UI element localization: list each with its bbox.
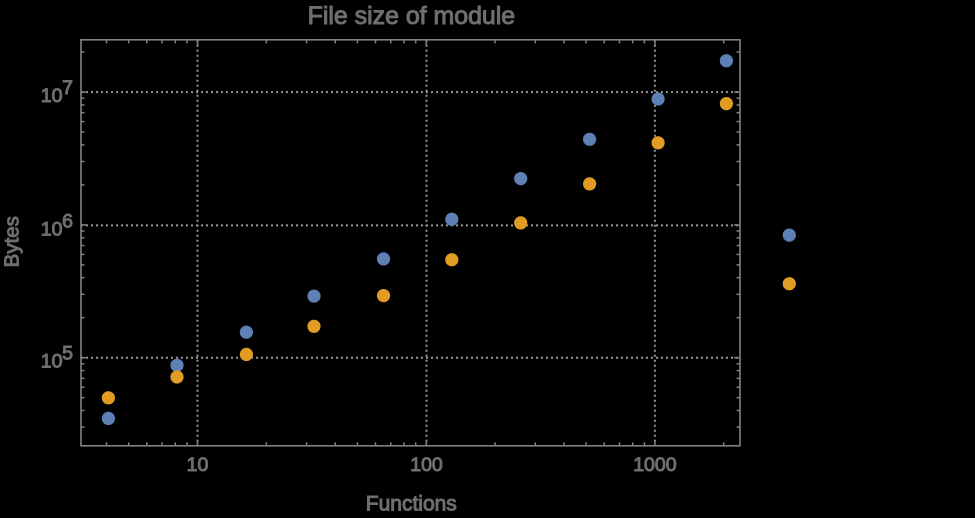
- svg-text:6: 6: [62, 210, 73, 232]
- svg-text:Bytes: Bytes: [1, 216, 24, 267]
- svg-text:5: 5: [62, 343, 73, 365]
- svg-text:Functions: Functions: [366, 492, 457, 513]
- svg-text:10: 10: [187, 454, 209, 476]
- svg-text:10: 10: [41, 351, 63, 373]
- svg-text:10: 10: [41, 218, 63, 240]
- svg-text:1000: 1000: [633, 454, 677, 476]
- svg-text:File size of module: File size of module: [308, 2, 516, 30]
- svg-text:10: 10: [41, 85, 63, 107]
- svg-text:7: 7: [62, 77, 73, 99]
- svg-text:100: 100: [410, 454, 443, 476]
